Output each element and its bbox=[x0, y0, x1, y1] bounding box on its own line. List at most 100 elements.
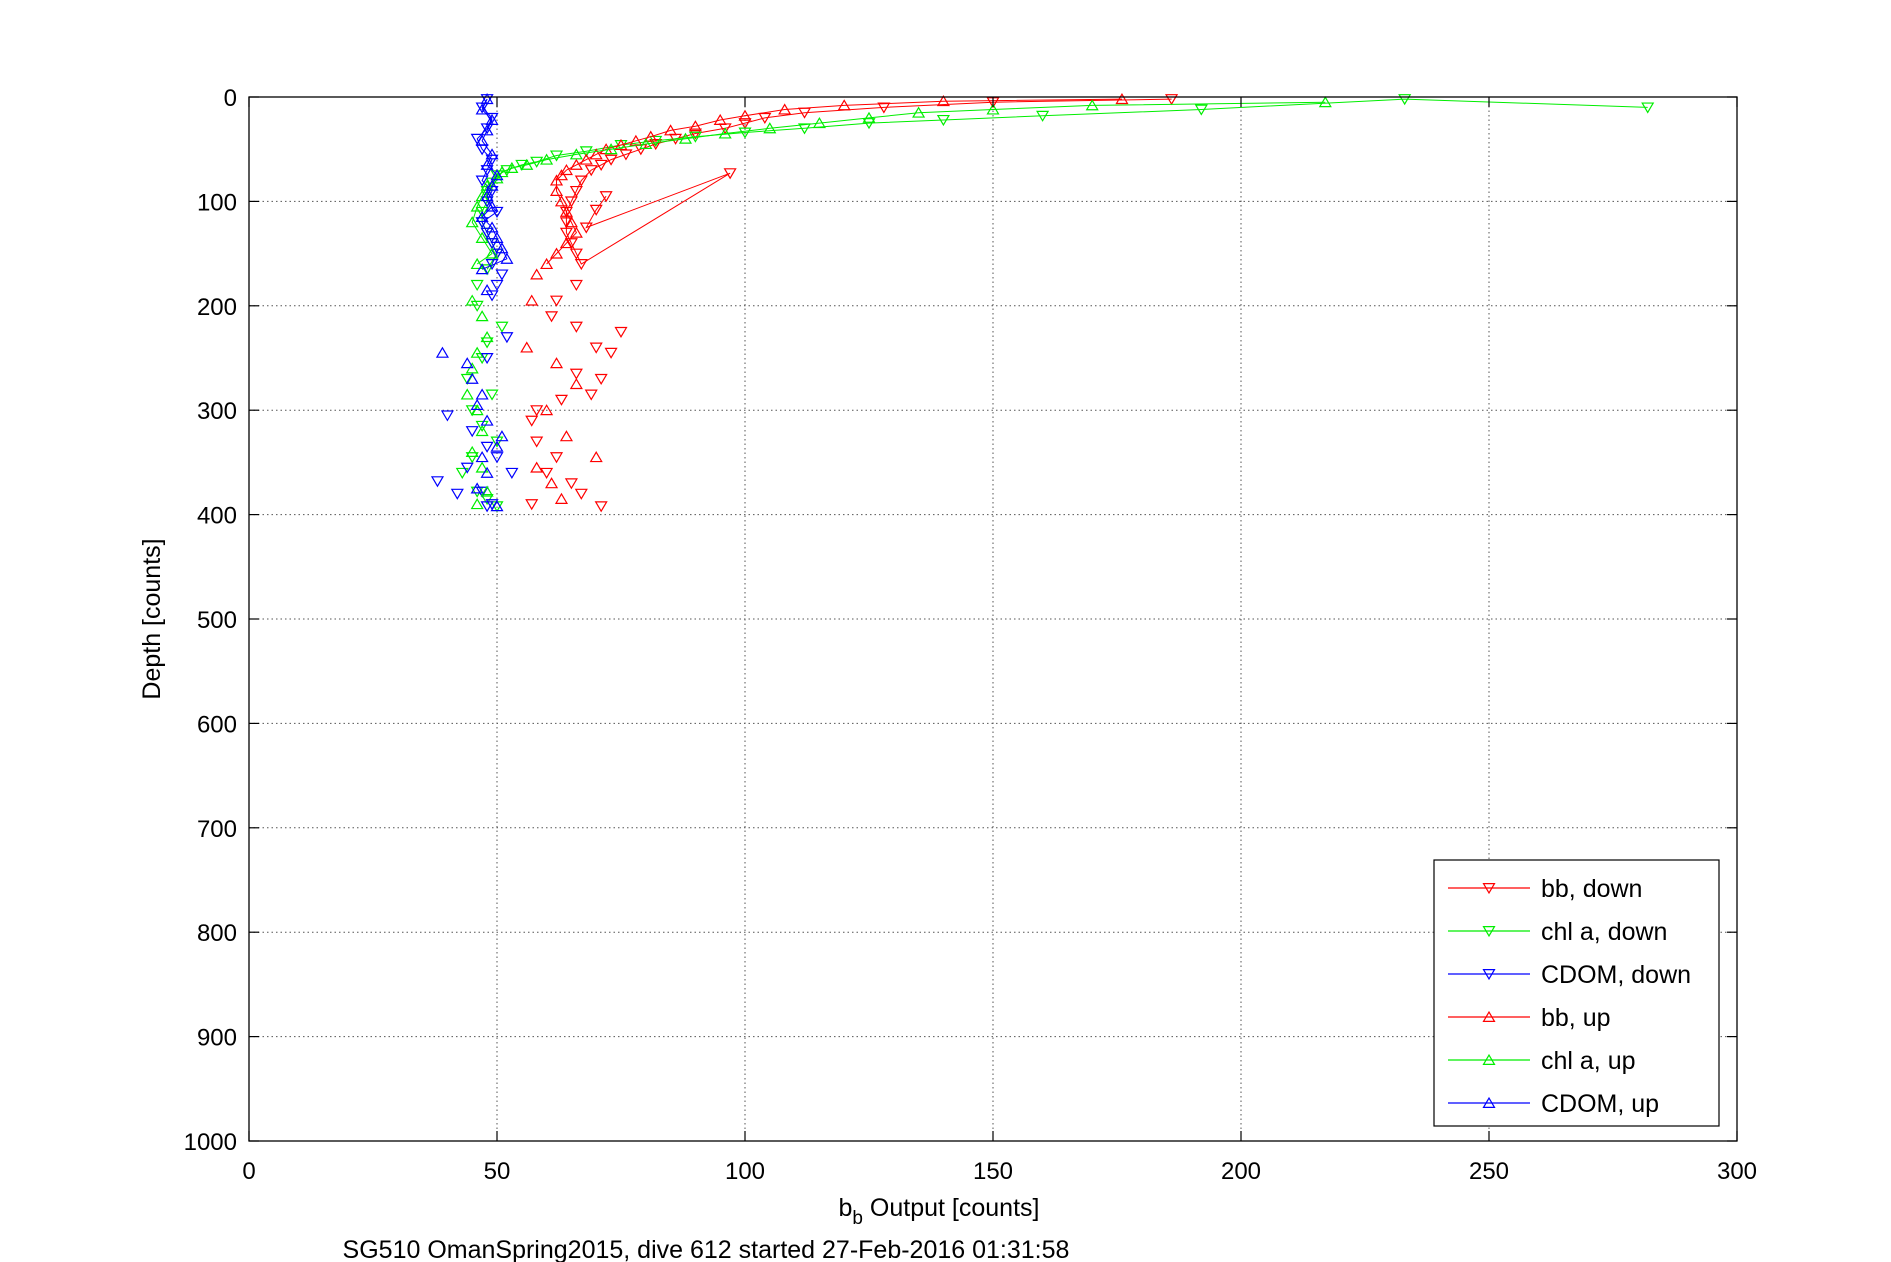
legend-marker bbox=[1482, 1010, 1496, 1023]
data-point bbox=[554, 195, 569, 207]
data-point bbox=[485, 221, 499, 233]
data-point bbox=[490, 169, 504, 181]
data-point bbox=[475, 103, 489, 115]
data-point bbox=[485, 112, 499, 125]
data-point bbox=[490, 206, 504, 218]
y-tick-label: 1000 bbox=[184, 1129, 237, 1156]
data-point bbox=[579, 146, 593, 158]
data-point bbox=[564, 478, 578, 490]
series-layer bbox=[430, 92, 1655, 513]
x-tick-label: 100 bbox=[725, 1158, 765, 1185]
data-point bbox=[500, 252, 514, 264]
data-point bbox=[465, 372, 479, 384]
data-point bbox=[540, 467, 554, 479]
data-point bbox=[778, 103, 792, 115]
data-point bbox=[569, 279, 583, 292]
data-point bbox=[495, 242, 509, 254]
data-point bbox=[569, 377, 583, 390]
data-point bbox=[564, 216, 578, 228]
data-point bbox=[604, 154, 618, 166]
data-point bbox=[936, 95, 950, 107]
data-point bbox=[525, 499, 539, 511]
data-point bbox=[599, 191, 613, 203]
series-4 bbox=[460, 96, 1332, 510]
data-point bbox=[490, 248, 504, 260]
data-point bbox=[480, 441, 494, 453]
series-0 bbox=[525, 94, 1179, 513]
data-point bbox=[758, 112, 772, 125]
data-point bbox=[495, 430, 509, 442]
data-point bbox=[579, 153, 593, 165]
data-point bbox=[862, 118, 876, 130]
data-point bbox=[1194, 104, 1208, 116]
data-point bbox=[569, 185, 583, 198]
data-point bbox=[559, 217, 573, 229]
y-tick-label: 900 bbox=[197, 1025, 237, 1052]
legend-label: chl a, down bbox=[1541, 918, 1667, 946]
data-point bbox=[549, 295, 564, 307]
data-point bbox=[475, 134, 489, 146]
data-point bbox=[505, 467, 519, 479]
series-3 bbox=[520, 92, 1129, 504]
x-tick-label: 250 bbox=[1469, 1158, 1509, 1185]
legend-label: CDOM, up bbox=[1541, 1090, 1659, 1118]
data-point bbox=[594, 373, 608, 386]
data-point bbox=[470, 200, 484, 212]
data-point bbox=[465, 426, 479, 438]
data-point bbox=[589, 342, 603, 354]
data-point bbox=[554, 394, 569, 406]
data-point bbox=[480, 330, 494, 343]
data-point bbox=[490, 440, 504, 452]
data-point bbox=[569, 368, 583, 380]
data-point bbox=[604, 143, 618, 155]
legend-label: bb, down bbox=[1541, 875, 1642, 903]
data-point bbox=[475, 420, 489, 432]
data-point bbox=[530, 405, 544, 417]
data-point bbox=[480, 190, 494, 202]
data-point bbox=[912, 106, 926, 118]
data-point bbox=[574, 488, 588, 500]
data-point bbox=[465, 445, 479, 457]
x-tick-label: 200 bbox=[1221, 1158, 1261, 1185]
data-point bbox=[713, 113, 727, 125]
data-point bbox=[639, 137, 653, 149]
data-point bbox=[490, 279, 504, 292]
data-point bbox=[505, 161, 519, 173]
series-5 bbox=[435, 92, 514, 512]
data-point bbox=[569, 248, 583, 260]
data-point bbox=[559, 430, 573, 442]
data-point bbox=[490, 172, 504, 184]
data-point bbox=[475, 206, 489, 218]
data-point bbox=[465, 452, 479, 464]
data-point bbox=[723, 168, 737, 180]
data-point bbox=[480, 124, 494, 136]
data-point bbox=[525, 294, 539, 306]
data-point bbox=[485, 238, 499, 250]
data-point bbox=[480, 284, 494, 296]
x-axis-label-base: b bbox=[839, 1194, 853, 1222]
data-point bbox=[549, 452, 564, 464]
data-point bbox=[480, 485, 494, 497]
data-point bbox=[589, 148, 603, 160]
data-point bbox=[470, 498, 484, 510]
data-point bbox=[525, 415, 539, 427]
data-point bbox=[475, 486, 489, 498]
y-tick-label: 700 bbox=[197, 816, 237, 843]
data-point bbox=[594, 501, 608, 513]
data-point bbox=[579, 222, 593, 234]
data-point bbox=[584, 165, 598, 177]
data-point bbox=[644, 130, 658, 142]
data-point bbox=[569, 148, 583, 160]
data-point bbox=[520, 158, 534, 170]
data-point bbox=[460, 357, 474, 369]
data-point bbox=[594, 159, 608, 171]
data-point bbox=[569, 226, 583, 238]
legend-box bbox=[1433, 859, 1720, 1127]
data-point bbox=[480, 227, 494, 239]
data-point bbox=[480, 414, 494, 426]
data-point bbox=[485, 148, 499, 160]
data-point bbox=[470, 398, 484, 410]
data-point bbox=[470, 346, 484, 358]
data-point bbox=[485, 389, 499, 401]
y-tick-label: 300 bbox=[197, 398, 237, 425]
